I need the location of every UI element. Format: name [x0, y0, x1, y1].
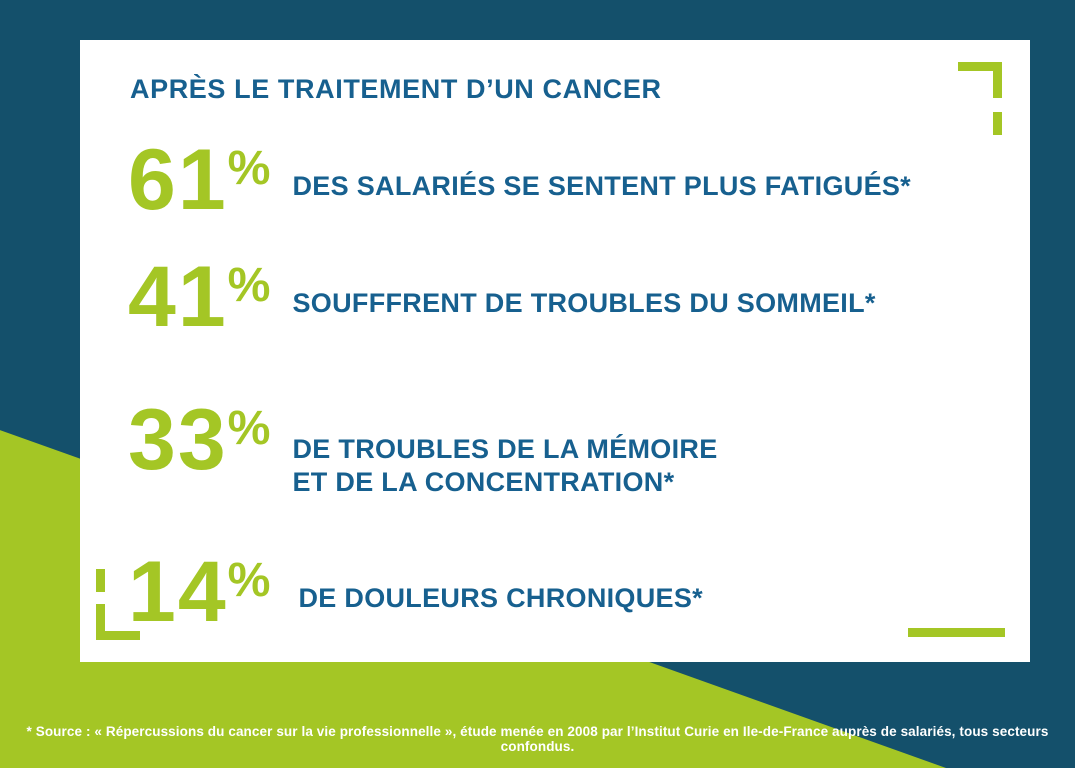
- stat-value: 33%: [128, 397, 271, 483]
- stat-row-sleep: 41% SOUFFFRENT DE TROUBLES DU SOMMEIL*: [128, 254, 876, 340]
- stat-row-pain: 14% DE DOULEURS CHRONIQUES*: [128, 549, 703, 635]
- corner-bracket-bottom-left-dash-icon: [96, 569, 105, 592]
- stat-label: DE DOULEURS CHRONIQUES*: [299, 582, 703, 635]
- stat-number: 61: [128, 132, 228, 228]
- percent-sign: %: [227, 257, 271, 312]
- stat-label: DE TROUBLES DE LA MÉMOIRE ET DE LA CONCEN…: [293, 433, 718, 499]
- stat-row-memory: 33% DE TROUBLES DE LA MÉMOIRE ET DE LA CO…: [128, 397, 718, 497]
- card-title: APRÈS LE TRAITEMENT D’UN CANCER: [130, 74, 662, 104]
- stat-label: SOUFFFRENT DE TROUBLES DU SOMMEIL*: [293, 287, 876, 340]
- bottom-right-line-decoration: [908, 628, 1005, 637]
- stat-number: 41: [128, 249, 228, 345]
- stat-number: 33: [128, 392, 228, 488]
- stat-value: 14%: [128, 549, 271, 635]
- stat-row-fatigue: 61% DES SALARIÉS SE SENTENT PLUS FATIGUÉ…: [128, 137, 911, 223]
- footer-source: * Source : « Répercussions du cancer sur…: [26, 724, 1049, 754]
- stat-label-line2: ET DE LA CONCENTRATION*: [292, 467, 675, 498]
- stat-value: 41%: [128, 254, 271, 340]
- corner-bracket-bottom-left-icon: [96, 604, 140, 640]
- corner-bracket-top-right-dash-icon: [993, 112, 1002, 135]
- stat-label-line1: DE DOULEURS CHRONIQUES*: [298, 583, 703, 614]
- corner-bracket-top-right-icon: [958, 62, 1002, 98]
- stat-number: 14: [128, 544, 228, 640]
- percent-sign: %: [227, 400, 271, 455]
- percent-sign: %: [227, 140, 271, 195]
- stat-label-line1: SOUFFFRENT DE TROUBLES DU SOMMEIL*: [292, 288, 876, 319]
- stat-label: DES SALARIÉS SE SENTENT PLUS FATIGUÉS*: [293, 170, 912, 223]
- percent-sign: %: [227, 552, 271, 607]
- stat-label-line1: DE TROUBLES DE LA MÉMOIRE: [292, 434, 718, 465]
- stat-label-line1: DES SALARIÉS SE SENTENT PLUS FATIGUÉS*: [292, 171, 911, 202]
- stat-value: 61%: [128, 137, 271, 223]
- stats-card: APRÈS LE TRAITEMENT D’UN CANCER 61% DES …: [80, 40, 1030, 662]
